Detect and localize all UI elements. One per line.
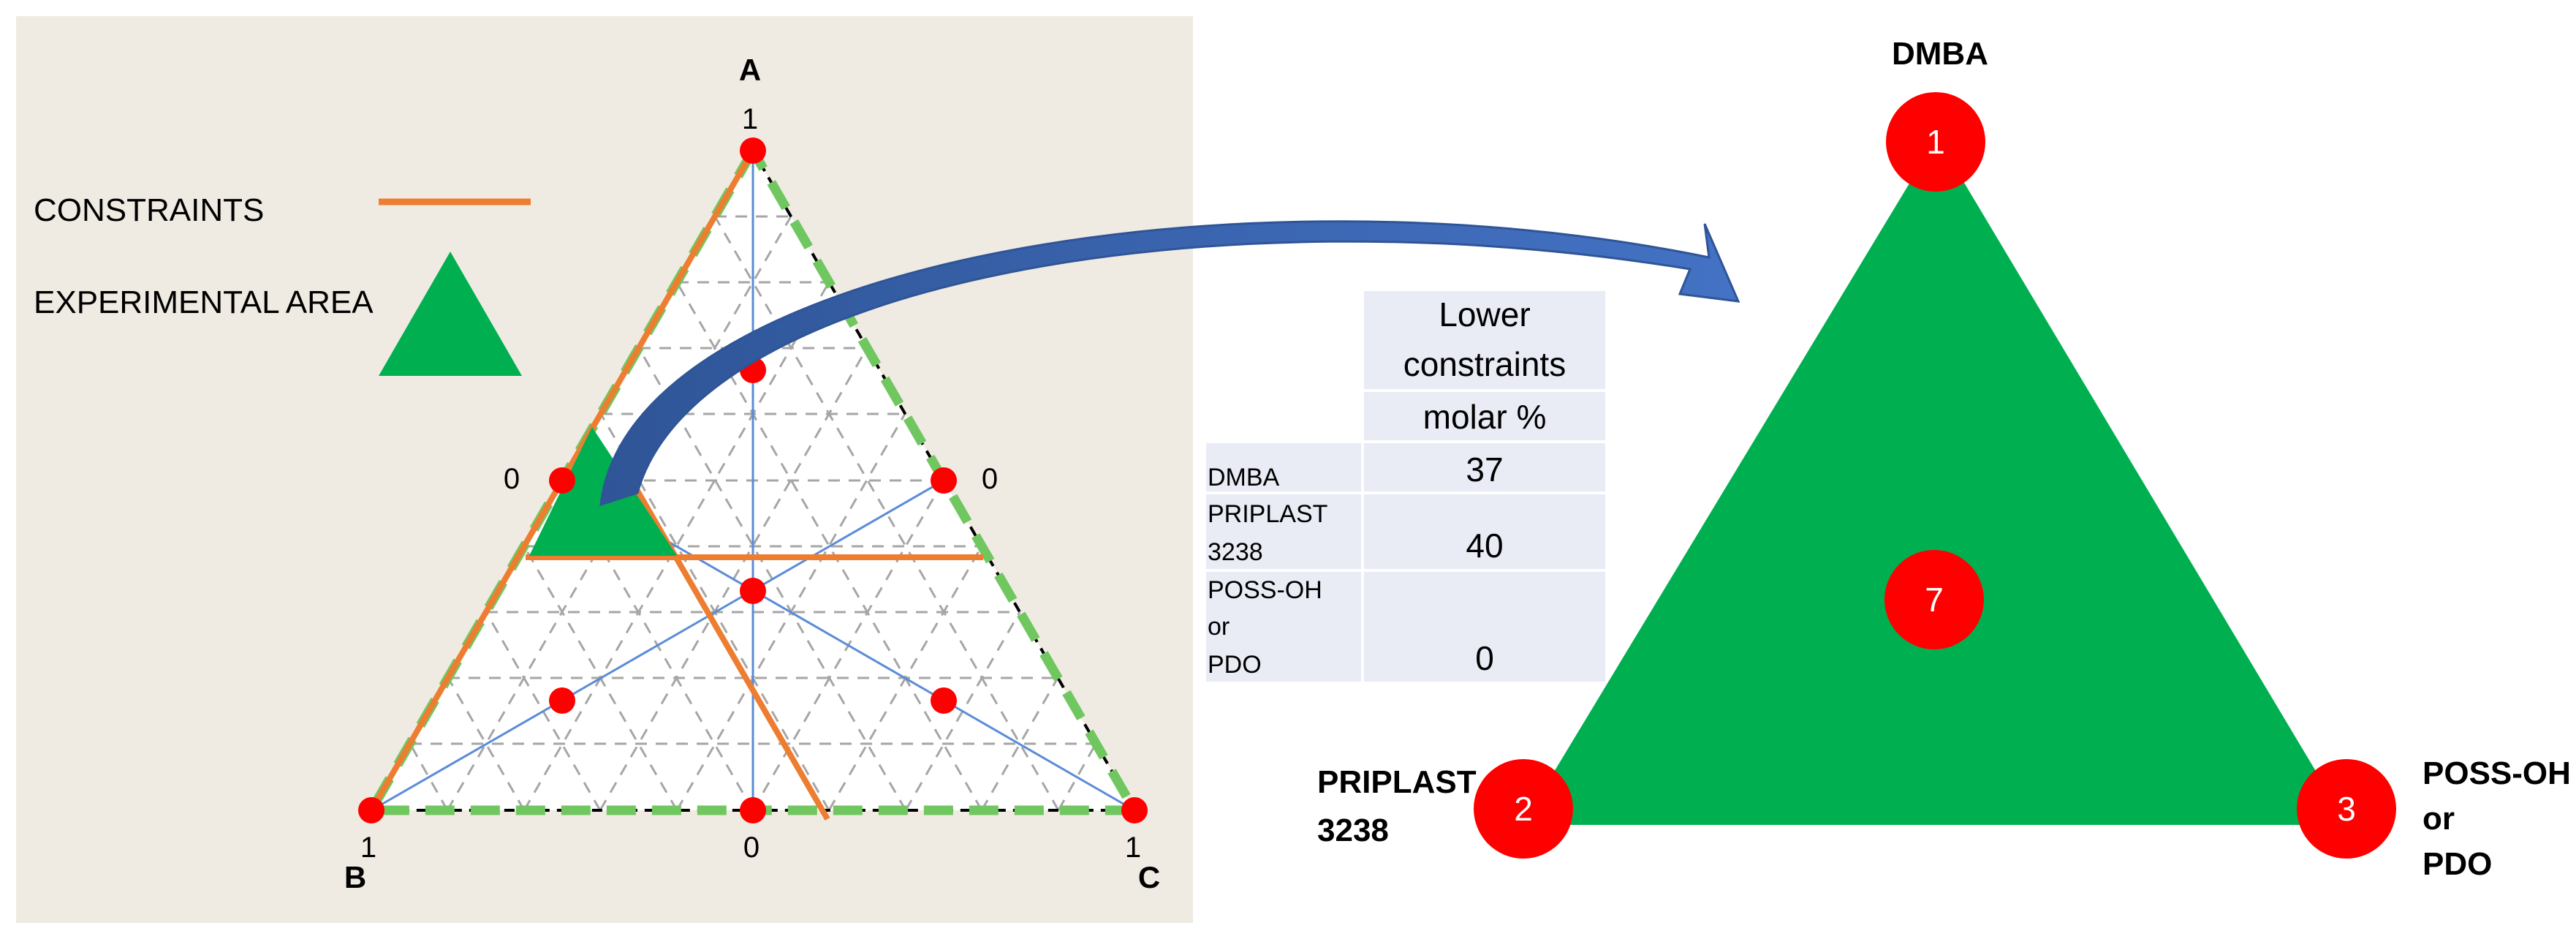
point-7 [1884, 550, 1984, 649]
point-3-label: 3 [2337, 790, 2356, 828]
tick-left-mid: 0 [504, 463, 520, 495]
table-row-label: PDO [1208, 651, 1262, 679]
tick-bottom-mid: 0 [743, 831, 759, 864]
point-3 [2297, 759, 2396, 859]
table-row-value: 40 [1466, 527, 1503, 565]
legend-constraints-label: CONSTRAINTS [34, 192, 264, 228]
vertex-c-label: C [1138, 860, 1160, 894]
tick-right-mid: 0 [982, 463, 998, 495]
design-point [549, 687, 575, 714]
table-header-line3: molar % [1423, 398, 1547, 436]
table-row-label: or [1208, 613, 1230, 641]
legend-experimental-area-label: EXPERIMENTAL AREA [34, 284, 374, 320]
table-header-line1: Lower [1439, 295, 1530, 333]
table-row-label: PRIPLAST [1208, 500, 1327, 528]
priplast-label-line1: PRIPLAST [1317, 764, 1477, 800]
design-point [549, 467, 575, 494]
poss-label-line2: or [2422, 801, 2455, 837]
lower-constraints-table: Lower constraints molar % DMBA 37 PRIPLA… [1206, 291, 1605, 682]
tick-c: 1 [1125, 831, 1141, 864]
table-row-value: 37 [1466, 450, 1503, 489]
tick-b: 1 [360, 831, 376, 864]
design-point [740, 137, 766, 164]
priplast-label-line2: 3238 [1317, 812, 1389, 848]
tick-a-top: 1 [742, 103, 758, 135]
poss-label-line1: POSS-OH [2422, 755, 2571, 791]
design-point [931, 687, 957, 714]
design-points [358, 137, 1148, 823]
zoom-arrow [599, 220, 1740, 507]
table-row-label: DMBA [1208, 464, 1280, 491]
point-1 [1886, 92, 1985, 192]
design-point [740, 797, 766, 823]
design-point [740, 578, 766, 604]
design-point [1121, 797, 1148, 823]
poss-label-line3: PDO [2422, 846, 2492, 882]
table-header-line2: constraints [1403, 345, 1566, 383]
design-point [931, 467, 957, 494]
vertex-a-label: A [739, 53, 761, 87]
point-1-label: 1 [1926, 123, 1945, 161]
point-2 [1474, 759, 1573, 859]
legend-area-triangle [379, 252, 522, 376]
experimental-region-triangle [1522, 137, 2348, 825]
point-2-label: 2 [1514, 790, 1533, 828]
vertex-b-label: B [344, 860, 366, 894]
table-row-value: 0 [1475, 639, 1494, 677]
design-point [358, 797, 384, 823]
dmba-label: DMBA [1892, 36, 1988, 72]
table-row-label: POSS-OH [1208, 576, 1322, 604]
point-7-label: 7 [1925, 581, 1944, 619]
right-panel: 1 7 2 3 DMBA PRIPLAST 3238 POSS-OH or PD… [1317, 36, 2571, 882]
ternary-diagram: A 1 0 0 1 B 0 1 C [344, 53, 1160, 894]
table-row-label: 3238 [1208, 538, 1263, 566]
